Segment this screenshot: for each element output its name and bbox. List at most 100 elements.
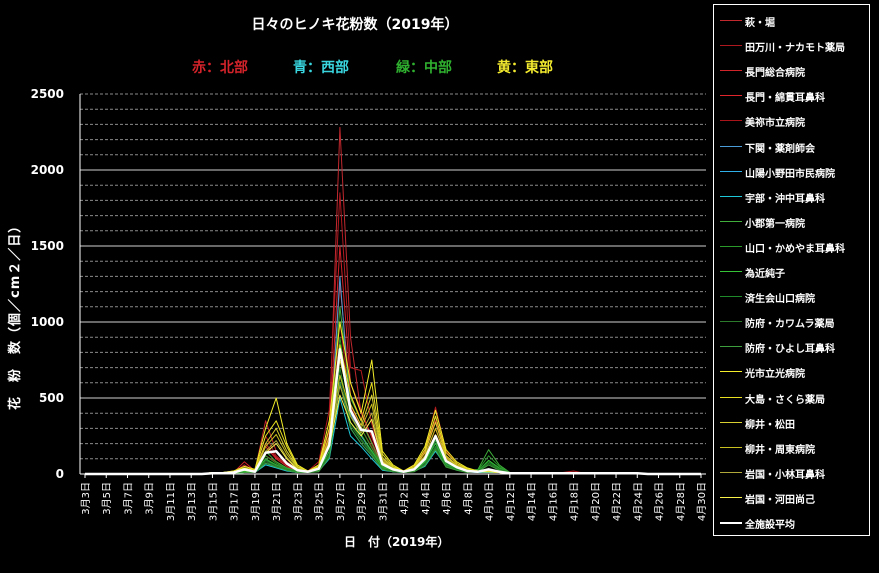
legend-label: 山陽小野田市民病院: [745, 168, 835, 180]
legend-swatch: [720, 145, 742, 147]
legend-swatch: [720, 296, 742, 298]
x-axis-label: 日 付（2019年）: [344, 535, 450, 549]
legend-item: 長門・綿貫耳鼻科: [714, 86, 871, 106]
y-tick-label: 2500: [31, 87, 64, 101]
series-line: [85, 245, 701, 475]
legend-item: 長門総合病院: [714, 61, 871, 81]
series-line: [85, 306, 701, 475]
legend-item: 大島・さくら薬局: [714, 388, 871, 408]
legend-label: 美祢市立病院: [745, 118, 805, 130]
legend-swatch: [720, 446, 742, 448]
legend-item: 田万川・ナカモト薬局: [714, 36, 871, 56]
x-tick-label: 4月6日: [441, 482, 453, 515]
x-tick-label: 4月18日: [569, 482, 581, 521]
legend-label: 長門・綿貫耳鼻科: [745, 93, 825, 105]
series-lines: [85, 126, 701, 476]
legend-item: 全施設平均: [714, 513, 871, 533]
legend-swatch: [720, 271, 742, 272]
x-tick-label: 4月28日: [675, 482, 687, 521]
x-tick-label: 3月7日: [122, 482, 134, 515]
legend-swatch: [720, 321, 742, 323]
legend-item: 小郡第一病院: [714, 212, 871, 232]
x-tick-label: 4月10日: [484, 482, 496, 521]
legend-swatch: [720, 522, 742, 524]
series-line: [85, 275, 701, 475]
y-tick-label: 1000: [31, 315, 64, 329]
legend-item: 光市立光病院: [714, 362, 871, 382]
y-axis-label: 花 粉 数（個／cm２／日）: [8, 218, 23, 410]
legend-label: 全施設平均: [745, 520, 795, 531]
legend-label: 済生会山口病院: [745, 294, 815, 306]
x-tick-label: 3月9日: [144, 482, 156, 515]
legend-item: 下関・薬剤師会: [714, 137, 871, 157]
chart-title: 日々のヒノキ花粉数（2019年）: [251, 17, 459, 33]
legend-swatch: [720, 195, 742, 197]
series-line: [85, 367, 701, 475]
legend-label: 為近純子: [745, 269, 785, 280]
series-line: [85, 397, 701, 475]
legend-swatch: [720, 20, 742, 21]
x-tick-label: 4月4日: [420, 482, 432, 515]
legend-label: 小郡第一病院: [745, 218, 805, 230]
x-tick-label: 4月20日: [590, 482, 602, 521]
x-tick-label: 4月8日: [462, 482, 474, 515]
series-line: [85, 336, 701, 475]
x-tick-label: 3月17日: [229, 482, 241, 521]
legend-swatch: [720, 346, 742, 348]
legend-item: 宇部・沖中耳鼻科: [714, 187, 871, 207]
legend-item: 柳井・松田: [714, 413, 871, 433]
region-key-item: 青：西部: [293, 60, 349, 76]
region-key-item: 黄：東部: [497, 60, 553, 76]
legend-item: 山口・かめやま耳鼻科: [714, 237, 871, 257]
legend-label: 柳井・松田: [745, 419, 795, 431]
legend-swatch: [720, 421, 742, 423]
legend-swatch: [720, 95, 742, 97]
legend-label: 田万川・ナカモト薬局: [745, 43, 845, 55]
y-tick-label: 1500: [31, 239, 64, 253]
x-tick-label: 4月26日: [654, 482, 666, 521]
legend-swatch: [720, 371, 742, 373]
legend-label: 岩国・河田尚己: [745, 494, 815, 506]
x-tick-label: 3月5日: [101, 482, 113, 515]
legend-item: 防府・ひよし耳鼻科: [714, 337, 871, 357]
x-tick-label: 4月2日: [399, 482, 411, 515]
y-axis-ticks: 0 500 1000 1500 2000 2500: [31, 87, 64, 481]
x-tick-label: 3月31日: [377, 482, 389, 521]
x-tick-label: 3月13日: [186, 482, 198, 521]
x-tick-label: 3月21日: [271, 482, 283, 521]
axes: [79, 94, 706, 475]
series-line: [85, 359, 701, 475]
x-tick-label: 3月29日: [356, 482, 368, 521]
x-tick-label: 3月19日: [250, 482, 262, 521]
series-line: [85, 394, 701, 475]
series-line: [85, 385, 701, 475]
x-tick-label: 3月25日: [314, 482, 326, 521]
legend-label: 大島・さくら薬局: [745, 394, 825, 406]
x-tick-label: 3月3日: [80, 482, 92, 515]
legend-label: 光市立光病院: [745, 369, 805, 381]
grid-lines: [80, 93, 706, 460]
legend-label: 防府・カワムラ薬局: [745, 319, 835, 331]
legend-item: 山陽小野田市民病院: [714, 162, 871, 182]
legend-item: 岩国・小林耳鼻科: [714, 463, 871, 483]
legend-swatch: [720, 496, 742, 498]
legend-item: 萩・堀: [714, 11, 871, 31]
legend-item: 済生会山口病院: [714, 287, 871, 307]
legend-swatch: [720, 170, 742, 172]
series-line: [85, 126, 701, 475]
legend-item: 柳井・周東病院: [714, 438, 871, 458]
series-line: [85, 344, 701, 475]
legend-swatch: [720, 220, 742, 222]
legend-item: 為近純子: [714, 262, 871, 282]
x-tick-label: 4月30日: [696, 482, 708, 521]
legend-swatch: [720, 70, 742, 72]
legend-label: 柳井・周東病院: [745, 444, 815, 456]
x-tick-label: 3月15日: [207, 482, 219, 521]
legend-item: 美祢市立病院: [714, 111, 871, 131]
legend-label: 岩国・小林耳鼻科: [745, 469, 825, 481]
legend-label: 宇部・沖中耳鼻科: [745, 193, 825, 205]
region-key-item: 緑：中部: [396, 60, 452, 76]
x-axis-ticks: 3月3日 3月5日 3月7日 3月9日 3月11日 3月13日 3月15日 3月17日 3月19…: [80, 474, 708, 521]
x-tick-label: 3月11日: [165, 482, 177, 521]
